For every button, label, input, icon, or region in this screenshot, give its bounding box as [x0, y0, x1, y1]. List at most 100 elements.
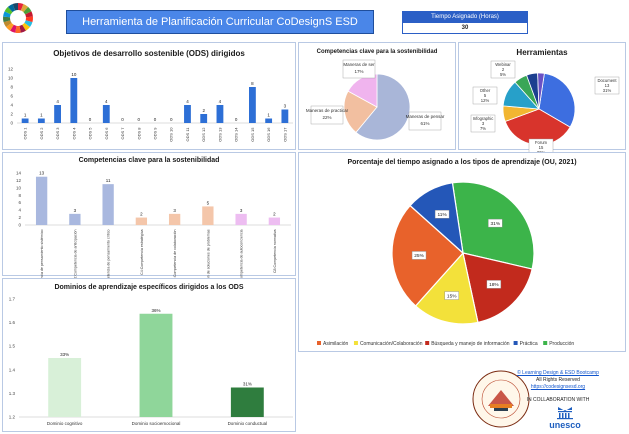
y-tick-label: 6	[18, 200, 21, 205]
legend-swatch	[353, 341, 358, 345]
unesco-logo-svg: unesco	[549, 407, 581, 430]
pie-count-label: 15	[539, 145, 544, 150]
pie-label-box	[434, 210, 450, 219]
bar	[35, 176, 48, 225]
y-tick-label: 4	[10, 103, 13, 108]
pie-value-label: 7%	[480, 126, 486, 131]
bar	[48, 358, 82, 417]
tiempo-title: Porcentaje del tiempo asignado a los tip…	[347, 159, 577, 166]
pie-label-box	[470, 114, 496, 133]
bar	[216, 105, 224, 123]
competencias-pie-chart: Maneras de pensar 61% Maneras de practicar…	[306, 59, 445, 141]
sdg-wheel-segment	[18, 3, 24, 11]
y-tick-label: 4	[18, 208, 21, 213]
x-tick-label: ODS 7	[120, 127, 125, 140]
bar	[135, 217, 148, 225]
data-label: 13	[39, 171, 45, 176]
legend-label: Práctica	[520, 341, 538, 347]
x-tick-label: C5:Competencia de colaboración	[173, 229, 177, 282]
data-label: 0	[89, 117, 92, 122]
data-label: 8	[251, 81, 254, 86]
pie-count-label: 5	[484, 93, 487, 98]
legend-label: Producción	[549, 341, 574, 347]
pie-label: Maneras de practicar	[306, 108, 349, 113]
data-label: 5	[207, 200, 210, 205]
data-label: 4	[186, 99, 189, 104]
herramientas-pie-chart: Document1331%Forum1536%Infographic37%Oth…	[470, 60, 620, 157]
pie-slice	[537, 72, 545, 110]
sdg-wheel-segment	[23, 6, 32, 15]
data-label: 0	[154, 117, 157, 122]
pie-slice	[391, 204, 464, 307]
pie-slice	[414, 251, 479, 325]
pie-count-label: 2	[502, 67, 505, 72]
competencias-bar-title: Competencias clave para la sostenibilida…	[78, 157, 220, 164]
data-label: 1	[24, 113, 27, 118]
data-label: 0	[170, 117, 173, 122]
data-label: 4	[219, 99, 222, 104]
data-label: 2	[273, 212, 276, 217]
x-tick-label: ODS 10	[169, 127, 174, 142]
y-tick-label: 1.2	[9, 415, 16, 420]
bar	[168, 213, 181, 225]
y-tick-label: 0	[18, 223, 21, 228]
credits-copyright[interactable]: © Learning Design & ESD Bootcamp	[517, 370, 599, 376]
x-tick-label: ODS 3	[55, 127, 60, 140]
x-tick-label: Dominio conductual	[228, 421, 268, 426]
credits-block: © Learning Design & ESD Bootcamp All Rig…	[488, 370, 628, 404]
x-tick-label: ODS 4	[71, 127, 76, 140]
data-label: 4	[56, 99, 59, 104]
sdg-wheel-segment	[3, 16, 11, 23]
data-label: 0	[121, 117, 124, 122]
bar	[249, 87, 256, 123]
data-label: 0	[235, 117, 238, 122]
bar	[102, 184, 114, 225]
pie-label-box	[310, 105, 344, 125]
bar	[235, 213, 247, 225]
sdg-wheel-svg	[3, 3, 33, 33]
pie-value-label: 18%	[489, 282, 499, 288]
x-tick-label: ODS 5	[88, 127, 93, 140]
sdg-wheel-segment	[12, 3, 18, 11]
data-label: 3	[74, 208, 77, 213]
pie-count-label: 3	[482, 121, 485, 126]
sdg-wheel-segment	[3, 11, 11, 18]
pie-value-label: 11%	[437, 212, 447, 218]
pie-label-box	[472, 86, 498, 105]
x-tick-label: ODS 15	[250, 127, 255, 142]
bootcamp-seal-logo	[470, 368, 532, 430]
x-tick-label: Dominio cognitivo	[47, 421, 83, 426]
bar	[54, 105, 61, 123]
pie-value-label: 31%	[491, 221, 501, 227]
time-allocated-value[interactable]: 30	[402, 22, 528, 34]
x-tick-label: C6:Competencia de integración de solucio…	[206, 229, 210, 325]
data-label: 2	[140, 212, 143, 217]
credits-website-link[interactable]: https://codesignsesd.org	[530, 384, 586, 390]
bar	[69, 213, 81, 225]
pie-value-label: 17%	[354, 69, 363, 74]
pie-label-box	[486, 280, 502, 289]
pie-label: Maneras de pensar	[406, 114, 445, 119]
pie-value-label: 12%	[481, 98, 490, 103]
x-tick-label: C2:Competencia de anticipación	[73, 230, 77, 282]
x-tick-label: C1:Competencia de pensamiento sistémico	[40, 230, 44, 299]
pie-label-box	[488, 218, 503, 228]
bar	[37, 118, 45, 123]
x-tick-label: ODS 8	[136, 127, 141, 140]
legend-swatch	[425, 341, 430, 345]
pie-value-label: 15%	[447, 293, 457, 299]
pie-label-box	[490, 60, 516, 79]
pie-label-box	[408, 111, 442, 131]
bar	[268, 217, 281, 225]
y-tick-label: 1.6	[9, 320, 16, 325]
x-tick-label: ODS 2	[39, 127, 44, 140]
pie-label: Infographic	[473, 116, 494, 121]
x-tick-label: ODS 12	[201, 127, 206, 142]
credits-collaboration: IN COLLABORATION WITH	[526, 397, 590, 403]
legend-label: Búsqueda y manejo de información	[431, 341, 510, 347]
bar	[202, 206, 214, 225]
data-label: 3	[240, 208, 243, 213]
x-tick-label: ODS 17	[282, 127, 287, 142]
credits-rights: All Rights Reserved	[536, 377, 580, 383]
y-tick-label: 0	[10, 121, 13, 126]
